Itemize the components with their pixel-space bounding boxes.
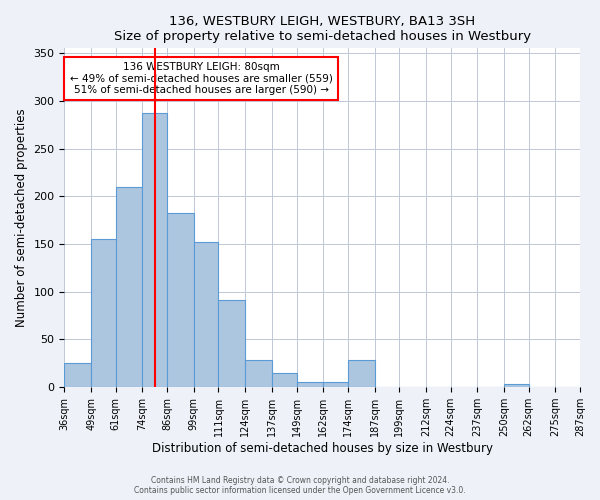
Bar — [296, 382, 323, 387]
Bar — [91, 240, 116, 387]
Bar — [323, 382, 348, 387]
Bar — [142, 113, 167, 387]
Bar — [348, 360, 374, 387]
Text: Contains HM Land Registry data © Crown copyright and database right 2024.
Contai: Contains HM Land Registry data © Crown c… — [134, 476, 466, 495]
Bar — [245, 360, 272, 387]
Y-axis label: Number of semi-detached properties: Number of semi-detached properties — [15, 108, 28, 327]
Bar — [218, 300, 245, 387]
Bar — [272, 373, 296, 387]
Bar — [167, 212, 194, 387]
Text: 136 WESTBURY LEIGH: 80sqm
← 49% of semi-detached houses are smaller (559)
51% of: 136 WESTBURY LEIGH: 80sqm ← 49% of semi-… — [70, 62, 332, 95]
Bar — [194, 242, 218, 387]
X-axis label: Distribution of semi-detached houses by size in Westbury: Distribution of semi-detached houses by … — [152, 442, 493, 455]
Bar — [504, 384, 529, 387]
Title: 136, WESTBURY LEIGH, WESTBURY, BA13 3SH
Size of property relative to semi-detach: 136, WESTBURY LEIGH, WESTBURY, BA13 3SH … — [113, 15, 531, 43]
Bar — [64, 364, 91, 387]
Bar — [116, 187, 142, 387]
